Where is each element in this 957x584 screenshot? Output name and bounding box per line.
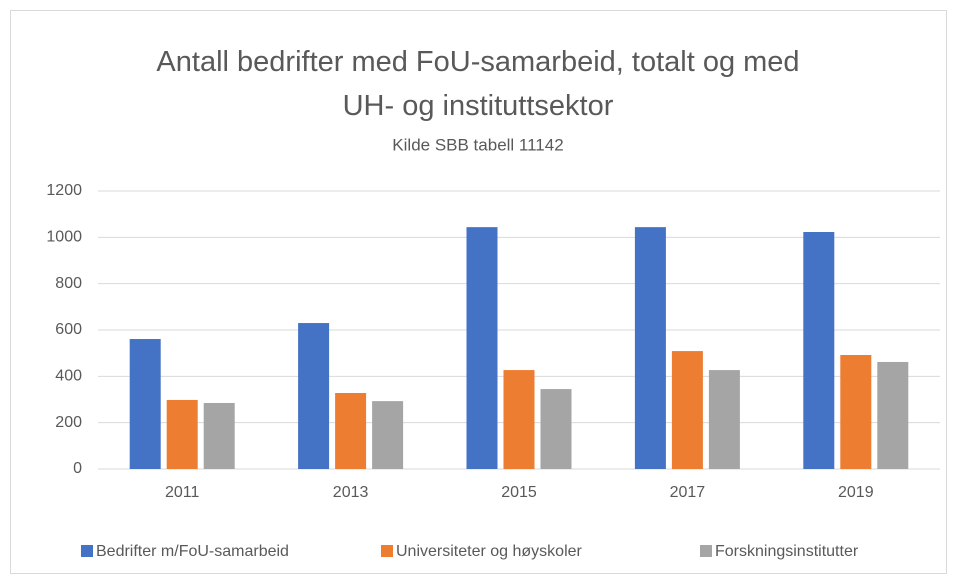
y-tick-label: 1200 <box>46 182 82 199</box>
y-tick-label: 1000 <box>46 229 82 246</box>
y-tick-label: 800 <box>55 275 82 292</box>
y-tick-label: 400 <box>55 368 82 385</box>
bar <box>298 323 330 469</box>
legend-swatch <box>81 545 93 557</box>
bar <box>540 389 572 469</box>
bar <box>335 393 367 469</box>
y-tick-label: 200 <box>55 414 82 431</box>
legend-label: Universiteter og høyskoler <box>396 543 583 560</box>
bar <box>840 355 872 469</box>
bar <box>634 227 666 469</box>
x-tick-label: 2015 <box>501 484 537 501</box>
chart-title: Antall bedrifter med FoU-samarbeid, tota… <box>156 46 800 122</box>
x-tick-label: 2011 <box>165 484 200 501</box>
bar <box>877 361 909 469</box>
bar <box>166 399 198 469</box>
bar <box>129 339 161 469</box>
bar <box>671 351 703 469</box>
bar <box>372 401 404 469</box>
bar <box>503 370 535 469</box>
x-tick-label: 2019 <box>838 484 874 501</box>
legend-swatch <box>700 545 712 557</box>
bar <box>708 370 740 469</box>
x-tick-label: 2013 <box>333 484 369 501</box>
y-tick-label: 0 <box>73 460 82 477</box>
x-tick-label: 2017 <box>670 484 706 501</box>
legend-swatch <box>381 545 393 557</box>
bar <box>803 232 835 469</box>
legend-label: Bedrifter m/FoU-samarbeid <box>96 543 289 560</box>
legend-label: Forskningsinstitutter <box>715 543 859 560</box>
y-tick-label: 600 <box>55 321 82 338</box>
chart-subtitle: Kilde SBB tabell 11142 <box>392 135 563 154</box>
bar <box>466 227 498 469</box>
bar <box>203 402 235 469</box>
